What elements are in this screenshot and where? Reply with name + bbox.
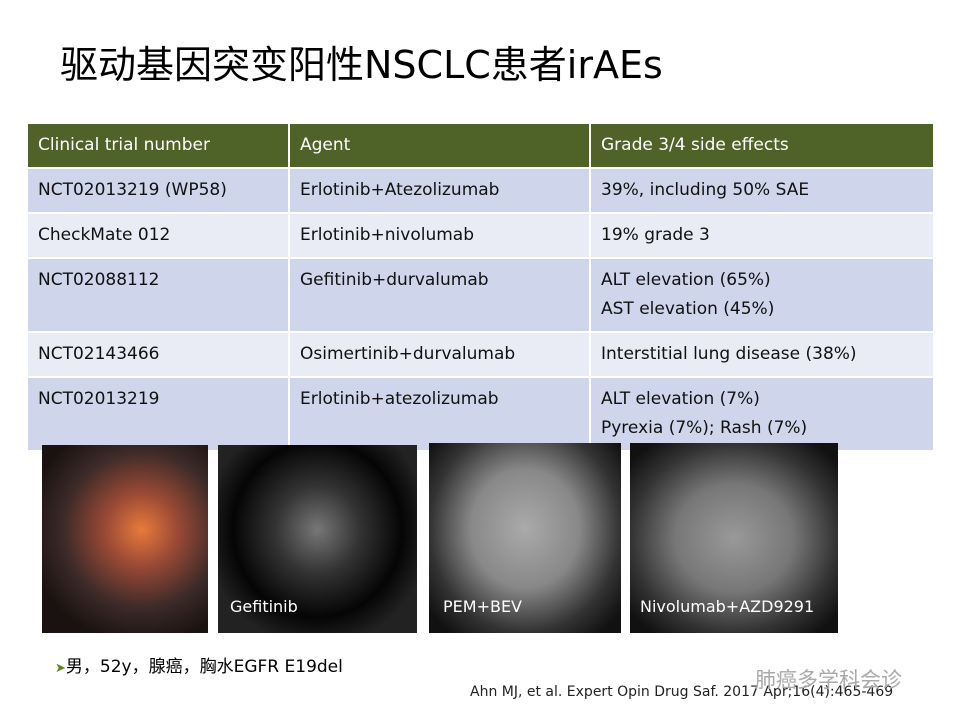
cell-line: Pyrexia (7%); Rash (7%) [601, 418, 808, 438]
ct-image [429, 443, 621, 633]
bullet-text: 男，52y，腺癌，胸水EGFR E19del [65, 657, 343, 677]
citation: Ahn MJ, et al. Expert Opin Drug Saf. 201… [470, 684, 894, 700]
bullet-item: ➤男，52y，腺癌，胸水EGFR E19del [55, 652, 343, 677]
ct-image [630, 443, 838, 633]
table-cell: 39%, including 50% SAE [589, 169, 933, 212]
header-row: Clinical trial number Agent Grade 3/4 side… [28, 124, 933, 167]
cell-line: ALT elevation (65%) [601, 270, 771, 290]
table-cell: NCT02013219 [28, 378, 288, 450]
table: Clinical trial number Agent Grade 3/4 side… [28, 124, 933, 450]
ct-image [218, 445, 417, 633]
table-cell: Osimertinib+durvalumab [288, 333, 589, 376]
cell-line: Erlotinib+atezolizumab [300, 389, 499, 409]
table-cell: 19% grade 3 [589, 214, 933, 257]
cell-line: Interstitial lung disease (38%) [601, 344, 857, 364]
title: 驱动基因突变阳性NSCLC患者irAEs [60, 43, 663, 87]
table-row: NCT02088112 Gefitinib+durvalumab ALT eleva… [28, 257, 933, 331]
table-cell: Interstitial lung disease (38%) [589, 333, 933, 376]
table-cell: Gefitinib+durvalumab [288, 259, 589, 331]
cell-line: Erlotinib+nivolumab [300, 225, 475, 245]
pet-image [42, 445, 208, 633]
table-row: NCT02013219 Erlotinib+atezolizumab ALT ele… [28, 376, 933, 450]
image-caption: Gefitinib [230, 597, 298, 616]
cell-line: ALT elevation (7%) [601, 389, 760, 409]
table-cell: NCT02088112 [28, 259, 288, 331]
image-caption: Nivolumab+AZD9291 [640, 597, 815, 616]
header-cell: Clinical trial number [28, 124, 288, 167]
table-cell: NCT02143466 [28, 333, 288, 376]
cell-line: 39%, including 50% SAE [601, 180, 810, 200]
cell-line: NCT02013219 [38, 389, 160, 409]
table-row: NCT02143466 Osimertinib+durvalumab Interst… [28, 331, 933, 376]
table-row: NCT02013219 (WP58) Erlotinib+Atezolizumab… [28, 167, 933, 212]
header-cell: Grade 3/4 side effects [589, 124, 933, 167]
table-row: CheckMate 012 Erlotinib+nivolumab 19% grad… [28, 212, 933, 257]
header-cell: Agent [288, 124, 589, 167]
image-caption: PEM+BEV [443, 597, 522, 616]
cell-line: NCT02013219 (WP58) [38, 180, 227, 200]
cell-line: Osimertinib+durvalumab [300, 344, 516, 364]
cell-line: Erlotinib+Atezolizumab [300, 180, 500, 200]
table-cell: Erlotinib+atezolizumab [288, 378, 589, 450]
table-cell: NCT02013219 (WP58) [28, 169, 288, 212]
table-cell: ALT elevation (7%) Pyrexia (7%); Rash (7%… [589, 378, 933, 450]
cell-line: NCT02143466 [38, 344, 160, 364]
table-cell: Erlotinib+Atezolizumab [288, 169, 589, 212]
cell-line: CheckMate 012 [38, 225, 171, 245]
table-cell: Erlotinib+nivolumab [288, 214, 589, 257]
bullet-arrow: ➤ [55, 661, 66, 676]
cell-line: NCT02088112 [38, 270, 160, 290]
table-cell: CheckMate 012 [28, 214, 288, 257]
table-cell: ALT elevation (65%) AST elevation (45%) [589, 259, 933, 331]
watermark: 肺癌多学科会诊 [755, 668, 902, 692]
cell-line: Gefitinib+durvalumab [300, 270, 489, 290]
cell-line: 19% grade 3 [601, 225, 710, 245]
cell-line: AST elevation (45%) [601, 299, 775, 319]
